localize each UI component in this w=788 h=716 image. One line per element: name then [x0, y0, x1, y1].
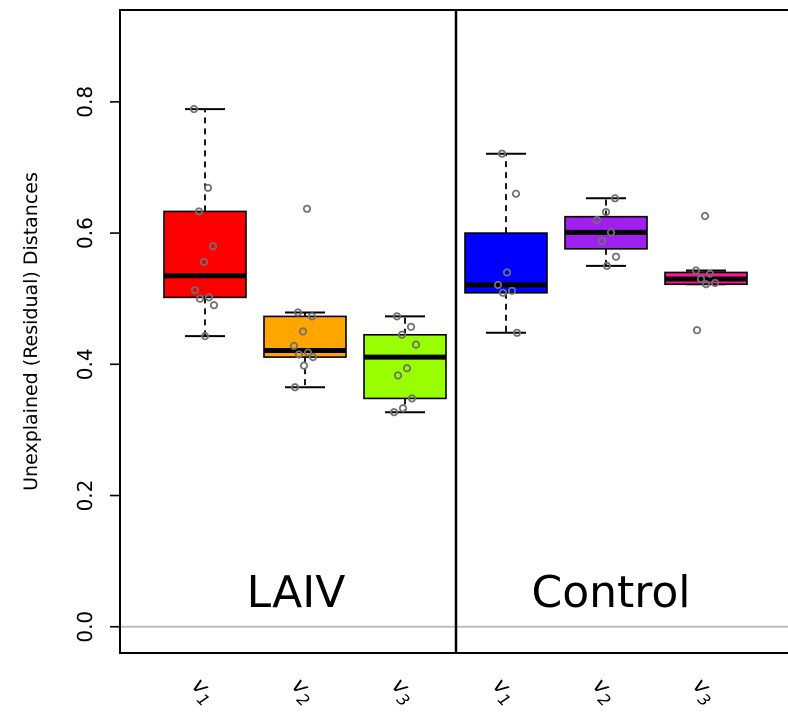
data-point	[389, 408, 399, 417]
data-point	[512, 328, 522, 337]
data-point	[710, 278, 720, 288]
x-tick-label: v3	[384, 673, 421, 710]
data-point	[597, 236, 607, 246]
data-point	[602, 261, 612, 270]
data-point	[299, 361, 309, 370]
data-point	[194, 207, 204, 216]
data-point	[200, 331, 210, 341]
data-point	[493, 280, 503, 290]
y-tick-label: 0.4	[73, 348, 97, 380]
data-point	[606, 228, 616, 237]
y-tick-label: 0.2	[73, 480, 97, 512]
data-point	[507, 286, 517, 295]
group-label-control: Control	[531, 567, 690, 618]
data-point	[610, 194, 620, 203]
data-point	[705, 269, 715, 278]
data-point	[511, 189, 521, 198]
data-point	[392, 312, 402, 321]
plot-frame	[119, 9, 788, 654]
box-control-v1	[464, 149, 548, 337]
box-laiv-v3	[363, 312, 447, 417]
x-tick-label: v1	[485, 673, 522, 710]
box-laiv-v2	[263, 204, 347, 392]
y-tick-label: 0.8	[73, 86, 97, 118]
data-point	[298, 327, 308, 336]
data-point	[502, 268, 512, 277]
data-point	[498, 288, 508, 297]
data-point	[407, 394, 417, 403]
data-point	[293, 308, 303, 317]
data-point	[397, 330, 407, 339]
data-point	[398, 404, 408, 413]
data-point	[411, 340, 421, 349]
data-point	[611, 252, 621, 261]
data-point	[696, 274, 706, 284]
data-point	[700, 211, 710, 221]
y-tick-label: 0.6	[73, 217, 97, 249]
box-iqr	[163, 210, 247, 299]
data-point	[190, 286, 200, 295]
data-point	[204, 293, 214, 302]
data-point	[691, 266, 701, 275]
box-control-v3	[664, 211, 748, 335]
x-tick-label: v2	[585, 673, 622, 710]
x-tick-label: v3	[685, 673, 722, 710]
data-point	[303, 348, 313, 357]
data-point	[308, 352, 318, 362]
box-laiv-v1	[163, 104, 247, 341]
data-point	[406, 322, 416, 332]
data-point	[289, 341, 299, 351]
data-point	[497, 149, 507, 158]
data-point	[701, 280, 711, 289]
data-point	[307, 312, 317, 321]
data-point	[189, 104, 199, 114]
group-label-laiv: LAIV	[247, 567, 346, 618]
y-tick-label: 0.0	[73, 611, 97, 643]
data-point	[592, 215, 602, 225]
data-point	[402, 364, 412, 373]
data-point	[294, 350, 304, 359]
data-point	[203, 183, 213, 192]
y-axis-label: Unexplained (Residual) Distances	[20, 172, 42, 491]
data-point	[692, 326, 702, 335]
box-control-v2	[564, 194, 648, 270]
x-tick-label: v1	[184, 673, 221, 710]
data-point	[209, 301, 219, 310]
data-point	[195, 294, 205, 303]
data-point	[601, 207, 611, 217]
data-point	[393, 371, 403, 380]
x-tick-label: v2	[284, 673, 321, 710]
data-point	[199, 257, 209, 267]
data-point	[290, 383, 300, 392]
panel-laiv: LAIV v1 v2 v3	[163, 104, 447, 710]
data-point	[208, 242, 218, 251]
data-point	[302, 204, 312, 213]
